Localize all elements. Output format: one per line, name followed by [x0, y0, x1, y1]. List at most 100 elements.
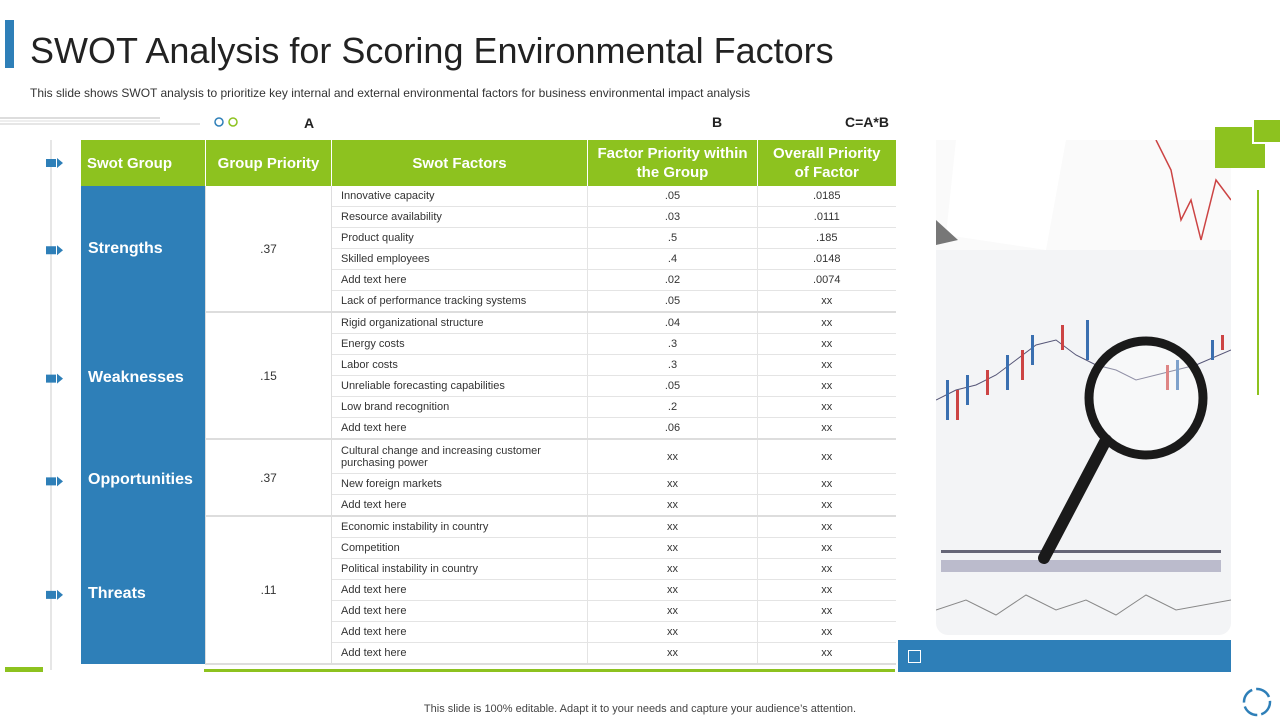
- factor-cell: Low brand recognition: [331, 396, 588, 418]
- factor-cell: Skilled employees: [331, 248, 588, 270]
- arrow-icon: [46, 589, 63, 600]
- factor-cell: Energy costs: [331, 333, 588, 355]
- factor-cell: Add text here: [331, 494, 588, 517]
- factor-cell: Political instability in country: [331, 558, 588, 580]
- photo: [936, 140, 1231, 635]
- table-row: .37 Cultural change and increasing custom…: [81, 439, 896, 517]
- priority-cell: .3: [587, 333, 758, 355]
- priority-cell: xx: [757, 516, 896, 538]
- column-header: Swot Factors: [331, 140, 588, 186]
- column-label: A: [304, 115, 315, 131]
- priority-cell: .0185: [757, 186, 896, 207]
- priority-cell: xx: [587, 642, 758, 665]
- priority-cell: xx: [587, 516, 758, 538]
- priority-cell: xx: [757, 621, 896, 643]
- priority-cell: xx: [587, 473, 758, 495]
- priority-cell: .185: [757, 227, 896, 249]
- subtitle: This slide shows SWOT analysis to priori…: [30, 86, 751, 100]
- priority-cell: .02: [587, 269, 758, 291]
- factor-cell: Add text here: [331, 642, 588, 665]
- table-row: Product quality .5.185: [81, 227, 896, 249]
- table-row: Resource availability .03.0111: [81, 206, 896, 228]
- table-row: Add text here xx xx: [81, 494, 896, 517]
- group-label: Weaknesses: [88, 368, 184, 386]
- priority-cell: .04: [587, 312, 758, 334]
- arrow-icon: [46, 158, 63, 168]
- factor-cell: Economic instability in country: [331, 516, 588, 538]
- group-column: [80, 186, 206, 664]
- priority-cell: .3: [587, 354, 758, 376]
- priority-cell: xx: [757, 333, 896, 355]
- column-header: Factor Priority within the Group: [587, 140, 758, 186]
- title: SWOT Analysis for Scoring Environmental …: [30, 30, 834, 71]
- priority-cell: xx: [587, 494, 758, 517]
- table-row: .11 Economic instability in country xx xx: [81, 516, 896, 665]
- table-row: Add text here xx xx: [81, 600, 896, 622]
- footer: This slide is 100% editable. Adapt it to…: [423, 703, 857, 715]
- factor-cell: Add text here: [331, 600, 588, 622]
- group-label: Strengths: [88, 240, 163, 258]
- table-row: Lack of performance tracking systems .05 x…: [81, 290, 896, 313]
- factor-cell: Resource availability: [331, 206, 588, 228]
- factor-cell: New foreign markets: [331, 473, 588, 495]
- priority-cell: xx: [757, 494, 896, 517]
- column-header: Swot Group: [80, 140, 206, 186]
- priority-cell: xx: [757, 354, 896, 376]
- table-row: Add text here .02.0074: [81, 269, 896, 291]
- column-label: B: [712, 114, 723, 130]
- priority-cell: xx: [757, 439, 896, 474]
- factor-cell: Product quality: [331, 227, 588, 249]
- table-row: Skilled employees .4.0148: [81, 248, 896, 270]
- group-label: Opportunities: [88, 471, 193, 489]
- group-priority: .37: [205, 186, 332, 313]
- table-row: Unreliable forecasting capabilities .05 xx: [81, 375, 896, 397]
- arrow-icon: [46, 373, 63, 384]
- priority-cell: .05: [587, 290, 758, 313]
- table-row: Add text here xx xx: [81, 642, 896, 665]
- table-row: New foreign markets xx xx: [81, 473, 896, 495]
- group-priority: .15: [205, 312, 332, 440]
- priority-cell: .2: [587, 396, 758, 418]
- factor-cell: Add text here: [331, 417, 588, 440]
- column-header: Group Priority: [205, 140, 332, 186]
- table-row: Low brand recognition .2 xx: [81, 396, 896, 418]
- priority-cell: xx: [757, 473, 896, 495]
- priority-cell: xx: [757, 290, 896, 313]
- group-label: Threats: [88, 584, 146, 602]
- priority-cell: xx: [757, 600, 896, 622]
- factor-cell: Lack of performance tracking systems: [331, 290, 588, 313]
- factor-cell: Innovative capacity: [331, 186, 588, 207]
- corner-square: [1252, 118, 1280, 144]
- table-row: Add text here .06 xx: [81, 417, 896, 440]
- priority-cell: xx: [757, 579, 896, 601]
- factor-cell: Rigid organizational structure: [331, 312, 588, 334]
- table-underline: [204, 669, 895, 672]
- priority-cell: .05: [587, 186, 758, 207]
- factor-cell: Cultural change and increasing customer …: [331, 439, 588, 474]
- decor-lines: [0, 117, 238, 127]
- priority-cell: xx: [757, 396, 896, 418]
- factor-cell: Add text here: [331, 579, 588, 601]
- accent-bar: [5, 20, 14, 68]
- priority-cell: xx: [757, 417, 896, 440]
- factor-cell: Add text here: [331, 621, 588, 643]
- priority-cell: xx: [587, 579, 758, 601]
- table-row: Competition xx xx: [81, 537, 896, 559]
- table-row: Labor costs .3 xx: [81, 354, 896, 376]
- priority-cell: xx: [587, 621, 758, 643]
- factor-cell: Competition: [331, 537, 588, 559]
- table-row: Add text here xx xx: [81, 621, 896, 643]
- factor-cell: Add text here: [331, 269, 588, 291]
- priority-cell: .5: [587, 227, 758, 249]
- table-row: Energy costs .3 xx: [81, 333, 896, 355]
- priority-cell: xx: [757, 537, 896, 559]
- right-line: [1257, 190, 1259, 395]
- table-row: .37 Innovative capacity .05.0185: [80, 186, 896, 664]
- factor-cell: Unreliable forecasting capabilities: [331, 375, 588, 397]
- column-label: C=A*B: [845, 114, 889, 130]
- factor-cell: Labor costs: [331, 354, 588, 376]
- left-rail: [5, 140, 63, 672]
- priority-cell: xx: [587, 558, 758, 580]
- priority-cell: xx: [757, 312, 896, 334]
